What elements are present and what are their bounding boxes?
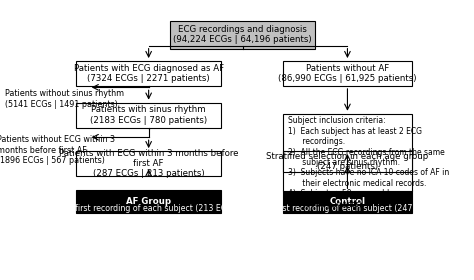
Text: Patients without AF
(86,990 ECGs | 61,925 patients): Patients without AF (86,990 ECGs | 61,92… <box>278 64 417 83</box>
Text: Control: Control <box>329 197 365 206</box>
Text: Patients with sinus rhythm
(2183 ECGs | 780 patients): Patients with sinus rhythm (2183 ECGs | … <box>90 105 207 125</box>
FancyBboxPatch shape <box>76 151 221 176</box>
Text: Patients without sinus rhythm
(5141 ECGs | 1491 patients): Patients without sinus rhythm (5141 ECGs… <box>5 89 125 109</box>
FancyBboxPatch shape <box>76 102 221 127</box>
Text: Subject inclusion criteria:
1)  Each subject has at least 2 ECG
      recordings: Subject inclusion criteria: 1) Each subj… <box>288 116 449 209</box>
FancyBboxPatch shape <box>283 61 411 86</box>
Text: Patients without ECG within 3
months before first AF
(1896 ECGs | 567 patients): Patients without ECG within 3 months bef… <box>0 136 115 165</box>
Text: Patients with ECG diagnosed as AF
(7324 ECGs | 2271 patients): Patients with ECG diagnosed as AF (7324 … <box>73 64 224 83</box>
Text: The first recording of each subject (213 ECGs): The first recording of each subject (213… <box>58 204 239 213</box>
FancyBboxPatch shape <box>170 21 315 48</box>
FancyBboxPatch shape <box>283 114 411 191</box>
Text: Stratified selection in each age group
(247 patients): Stratified selection in each age group (… <box>266 152 428 171</box>
Text: The first recording of each subject (247 ECGs): The first recording of each subject (247… <box>257 204 438 213</box>
Text: ECG recordings and diagnosis
(94,224 ECGs | 64,196 patients): ECG recordings and diagnosis (94,224 ECG… <box>173 25 312 44</box>
FancyBboxPatch shape <box>76 190 221 213</box>
FancyBboxPatch shape <box>283 151 411 172</box>
FancyBboxPatch shape <box>283 190 411 213</box>
Text: Patients with ECG within 3 months before
first AF
(287 ECGs | 213 patients): Patients with ECG within 3 months before… <box>59 149 238 178</box>
FancyBboxPatch shape <box>76 61 221 86</box>
Text: AF Group: AF Group <box>126 197 171 206</box>
